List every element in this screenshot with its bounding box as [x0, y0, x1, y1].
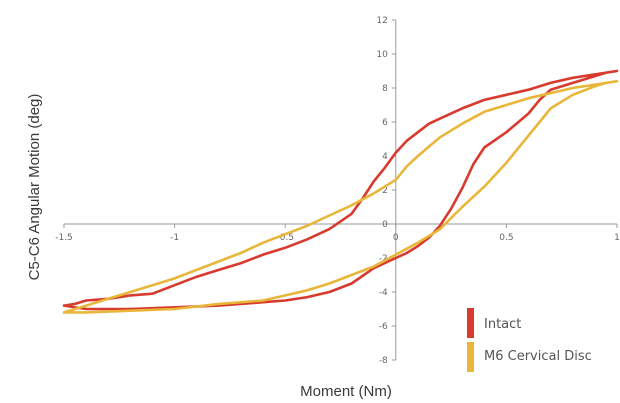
- x-tick-label: -0.5: [276, 233, 294, 243]
- y-tick-label: 6: [382, 118, 388, 128]
- y-tick-label: -6: [379, 322, 388, 332]
- x-axis-ticks: -1.5 -1 -0.5 0 0.5 1: [55, 224, 620, 243]
- x-axis-title: Moment (Nm): [300, 383, 392, 400]
- legend: Intact M6 Cervical Disc: [467, 308, 592, 372]
- legend-label-intact: Intact: [484, 317, 521, 332]
- y-axis-ticks: -8 -6 -4 -2 0 2 4 6 8 10 12: [376, 16, 396, 366]
- x-tick-label: -1.5: [55, 233, 73, 243]
- legend-swatch-m6-cervical-disc: [467, 342, 474, 372]
- axes: -1.5 -1 -0.5 0 0.5 1 -8 -6 -4 -2 0 2 4 6 8 10 12: [55, 16, 620, 366]
- y-tick-label: 12: [376, 16, 387, 26]
- series-layer: [62, 69, 619, 314]
- series-line-m6-cervical-disc: [62, 79, 619, 314]
- x-tick-label: -1: [170, 233, 179, 243]
- y-tick-label: 8: [382, 84, 388, 94]
- legend-swatch-intact: [467, 308, 474, 338]
- series-line-intact: [62, 69, 619, 311]
- y-tick-label: -2: [379, 254, 388, 264]
- y-tick-label: 2: [382, 186, 388, 196]
- x-tick-label: 0.5: [499, 233, 513, 243]
- x-tick-label: 0: [393, 233, 399, 243]
- y-tick-label: -4: [379, 288, 388, 298]
- y-tick-label: 4: [382, 152, 388, 162]
- legend-label-m6-cervical-disc: M6 Cervical Disc: [484, 349, 592, 364]
- y-tick-label: 10: [376, 50, 388, 60]
- y-axis-title: C5-C6 Angular Motion (deg): [26, 94, 43, 281]
- y-tick-label: 0: [382, 220, 388, 230]
- x-tick-label: 1: [614, 233, 620, 243]
- y-tick-label: -8: [379, 356, 388, 366]
